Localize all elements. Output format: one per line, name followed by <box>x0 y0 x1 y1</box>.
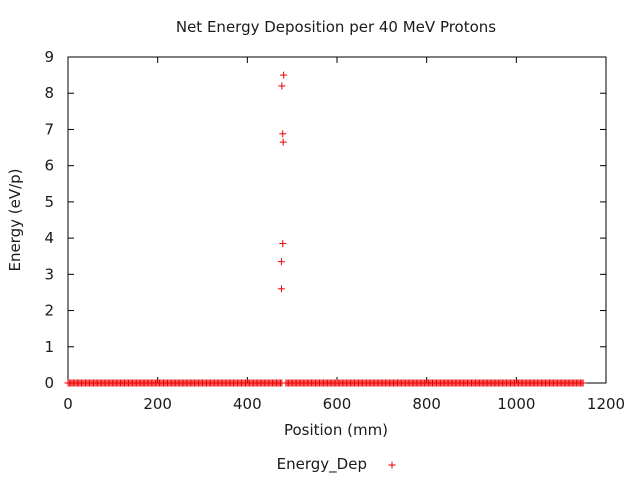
y-tick-label: 0 <box>44 374 54 392</box>
y-tick-label: 4 <box>44 229 54 247</box>
data-point <box>279 138 287 146</box>
x-tick-label: 1200 <box>587 395 625 413</box>
x-tick-label: 800 <box>412 395 441 413</box>
y-tick-label: 6 <box>44 157 54 175</box>
legend-label: Energy_Dep <box>277 455 367 474</box>
y-tick-label: 8 <box>44 84 54 102</box>
axis-ticks <box>67 56 607 384</box>
legend: Energy_Dep <box>277 455 396 474</box>
x-tick-label: 600 <box>323 395 352 413</box>
y-tick-label: 9 <box>44 48 54 66</box>
data-point <box>579 379 587 387</box>
data-point <box>277 285 285 293</box>
y-tick-label: 1 <box>44 338 54 356</box>
y-tick-label: 5 <box>44 193 54 211</box>
y-tick-label: 3 <box>44 265 54 283</box>
data-point <box>277 258 285 266</box>
y-tick-label: 7 <box>44 120 54 138</box>
data-point <box>279 130 287 138</box>
x-tick-label: 0 <box>63 395 73 413</box>
data-series <box>64 71 587 387</box>
x-tick-label: 1000 <box>497 395 535 413</box>
data-point <box>279 240 287 248</box>
y-axis-label: Energy (eV/p) <box>6 168 24 271</box>
x-tick-label: 400 <box>233 395 262 413</box>
chart-title: Net Energy Deposition per 40 MeV Protons <box>176 18 496 36</box>
x-tick-label: 200 <box>143 395 172 413</box>
tick-labels: 0 200 400 600 800 1000 1200 0 1 2 3 4 5 6 7 8 9 <box>44 48 625 413</box>
legend-marker-icon <box>388 461 396 469</box>
data-point <box>278 82 286 90</box>
legend-marker-icon <box>388 461 396 469</box>
data-point <box>280 71 288 79</box>
plot-area-frame <box>67 56 607 384</box>
y-tick-label: 2 <box>44 302 54 320</box>
x-axis-label: Position (mm) <box>284 421 388 439</box>
